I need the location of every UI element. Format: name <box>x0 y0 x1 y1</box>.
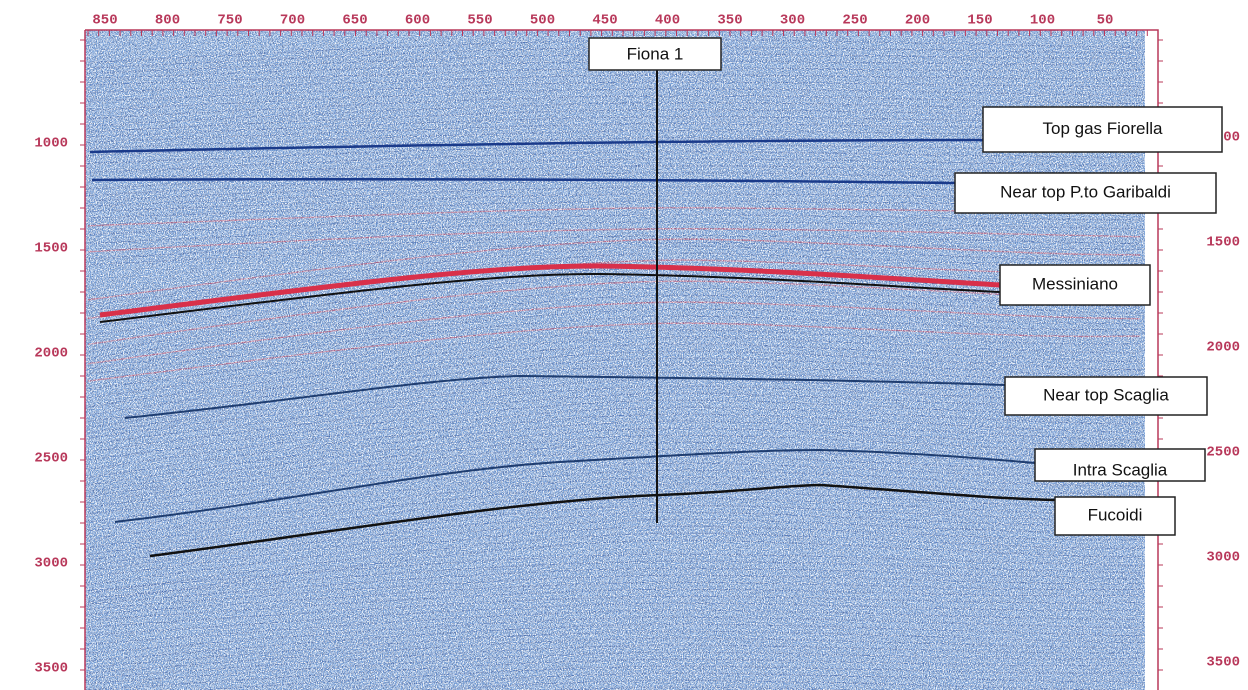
top-axis-label: 550 <box>467 13 492 29</box>
right-axis-label: 3500 <box>1206 655 1240 671</box>
right-axis-label: 1500 <box>1206 235 1240 251</box>
top-axis-label: 300 <box>780 13 805 29</box>
left-axis-label: 2500 <box>34 451 68 467</box>
top-axis-label: 50 <box>1097 13 1114 29</box>
top-axis-label: 850 <box>92 13 117 29</box>
top-axis-label: 450 <box>592 13 617 29</box>
top-axis-label: 800 <box>155 13 180 29</box>
left-axis-label: 2000 <box>34 346 68 362</box>
horizon-label-box <box>954 172 1217 214</box>
horizon-label-box <box>1034 448 1206 482</box>
horizons <box>89 138 1056 558</box>
top-axis-label: 200 <box>905 13 930 29</box>
horizon-labels: Top gas Fiorella Near top P.to Garibaldi M… <box>954 106 1223 536</box>
left-axis-label: 3000 <box>34 556 68 572</box>
horizon-label: Intra Scaglia <box>1073 460 1168 479</box>
top-axis-label: 650 <box>342 13 367 29</box>
horizon-line <box>99 272 1001 323</box>
horizon-line <box>124 374 1006 419</box>
horizon-label-box <box>999 264 1151 306</box>
horizon-label: Fucoidi <box>1088 505 1143 524</box>
left-axis-label: 1000 <box>34 136 68 152</box>
horizon-label: Near top P.to Garibaldi <box>1000 182 1171 201</box>
top-axis-label: 400 <box>655 13 680 29</box>
right-axis-label: 3000 <box>1206 550 1240 566</box>
horizon-line <box>149 483 1056 558</box>
top-axis-label: 600 <box>405 13 430 29</box>
well-label-box <box>588 37 722 71</box>
left-axis-label: 1500 <box>34 241 68 257</box>
top-axis-label: 150 <box>967 13 992 29</box>
top-axis-label: 750 <box>217 13 242 29</box>
right-axis-label: 2000 <box>1206 340 1240 356</box>
top-axis-label: 100 <box>1030 13 1055 29</box>
top-axis-label: 350 <box>717 13 742 29</box>
horizon-label-box <box>1054 496 1176 536</box>
horizon-label: Near top Scaglia <box>1043 385 1169 404</box>
horizon-line <box>99 263 1001 318</box>
left-axis-label: 3500 <box>34 661 68 677</box>
horizon-label-box <box>1004 376 1208 416</box>
top-axis-label: 250 <box>842 13 867 29</box>
horizon-label: Messiniano <box>1032 274 1118 293</box>
right-axis-label: 2500 <box>1206 445 1240 461</box>
horizon-line <box>89 138 986 154</box>
horizon-label-box <box>982 106 1223 153</box>
top-axis-label: 500 <box>530 13 555 29</box>
horizon-line <box>91 177 956 185</box>
well-label: Fiona 1 <box>627 44 684 63</box>
horizon-label: Top gas Fiorella <box>1042 119 1163 138</box>
top-axis-label: 700 <box>280 13 305 29</box>
